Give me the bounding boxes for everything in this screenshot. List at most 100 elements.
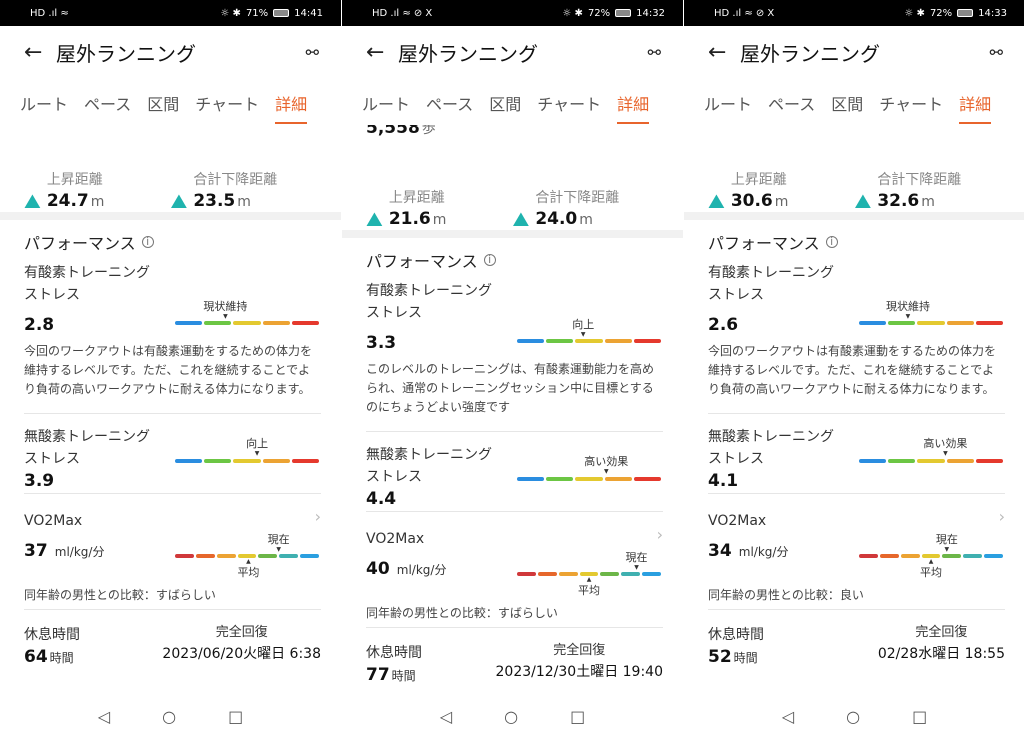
tab-1[interactable]: ペース: [426, 95, 474, 114]
battery-percent: 72%: [929, 7, 953, 19]
nav-recent-icon[interactable]: □: [912, 707, 928, 726]
system-nav-bar: ◁ ○ □: [0, 708, 341, 726]
chevron-right-icon[interactable]: ›: [998, 507, 1005, 526]
vo2max-metric[interactable]: VO2Max 34 ml/kg/分 › 現在 ▼ ▲ 平均 同年齢の男性との比較…: [708, 494, 1005, 610]
info-icon[interactable]: i: [483, 254, 496, 266]
share-icon[interactable]: ⚯: [989, 42, 1003, 62]
back-arrow-icon[interactable]: ←: [366, 39, 385, 65]
tab-0[interactable]: ルート: [362, 95, 411, 114]
tab-2[interactable]: 区間: [489, 95, 522, 114]
anaerobic-marker-icon: ▼: [603, 468, 609, 475]
tab-3[interactable]: チャート: [879, 95, 944, 114]
gauge-segment: [921, 554, 941, 558]
tab-3[interactable]: チャート: [195, 95, 260, 114]
vo2max-current-marker-icon: ▼: [276, 546, 281, 553]
recovery-unit: 時間: [49, 651, 74, 665]
aerobic-metric: 有酸素トレーニング ストレス 2.6 現状維持 ▼ 今回のワークアウトは有酸素運…: [708, 262, 1005, 414]
descent-value: 32.6: [877, 191, 920, 211]
gauge-segment: [859, 321, 887, 325]
back-arrow-icon[interactable]: ←: [708, 39, 727, 65]
section-divider: [342, 230, 683, 238]
descent-label: 合計下降距離: [193, 172, 278, 188]
vo2max-metric[interactable]: VO2Max 37 ml/kg/分 › 現在 ▼ ▲ 平均 同年齢の男性との比較…: [24, 494, 321, 610]
anaerobic-value: 4.4: [366, 489, 397, 509]
vo2max-average-marker-icon: ▲: [586, 576, 592, 583]
gauge-segment: [204, 459, 232, 463]
tab-2[interactable]: 区間: [831, 95, 864, 114]
phone-screen: HD .ıl ≈ ⊘ X ☼ ✱ 72% 14:32 ← 屋外ランニング ⚯ ル…: [342, 0, 683, 730]
tab-2[interactable]: 区間: [147, 95, 180, 114]
aerobic-metric: 有酸素トレーニング ストレス 2.8 現状維持 ▼ 今回のワークアウトは有酸素運…: [24, 262, 321, 414]
ascent-unit: m: [90, 194, 105, 210]
phone-screen: HD .ıl ≈ ⊘ X ☼ ✱ 72% 14:33 ← 屋外ランニング ⚯ ル…: [684, 0, 1024, 730]
vo2max-metric[interactable]: VO2Max 40 ml/kg/分 › 現在 ▼ ▲ 平均 同年齢の男性との比較…: [366, 512, 663, 628]
share-icon[interactable]: ⚯: [647, 42, 661, 62]
tab-4[interactable]: 詳細: [959, 94, 992, 124]
chevron-right-icon[interactable]: ›: [314, 507, 321, 526]
vo2max-current-label: 現在: [625, 551, 648, 564]
recovery-unit: 時間: [733, 651, 758, 665]
steps-unit: 歩: [421, 125, 436, 137]
gauge-segment: [859, 554, 878, 558]
gauge-segment: [195, 554, 215, 558]
gauge-segment: [946, 459, 974, 463]
anaerobic-metric: 無酸素トレーニング ストレス 4.4 高い効果 ▼: [366, 432, 663, 512]
tab-3[interactable]: チャート: [537, 95, 602, 114]
descent-label: 合計下降距離: [877, 172, 962, 188]
nav-back-icon[interactable]: ◁: [781, 707, 795, 726]
back-arrow-icon[interactable]: ←: [24, 39, 43, 65]
ascent-label: 上昇距離: [46, 172, 103, 188]
anaerobic-label-2: ストレス: [24, 451, 80, 467]
nav-home-icon[interactable]: ○: [846, 707, 861, 726]
performance-title: パフォーマンス: [24, 234, 136, 253]
gauge-segment: [942, 554, 962, 558]
descent-icon: ⛰: [170, 189, 188, 213]
nav-back-icon[interactable]: ◁: [97, 707, 111, 726]
share-icon[interactable]: ⚯: [305, 42, 319, 62]
page-title: 屋外ランニング: [56, 41, 196, 66]
section-divider: [0, 212, 341, 220]
tab-0[interactable]: ルート: [20, 95, 69, 114]
aerobic-label-2: ストレス: [708, 287, 764, 303]
gauge-segment: [262, 459, 290, 463]
anaerobic-label-2: ストレス: [708, 451, 764, 467]
gauge-segment: [917, 321, 945, 325]
ascent-icon: ⛰: [24, 189, 41, 213]
nav-recent-icon[interactable]: □: [228, 707, 244, 726]
status-icons: ☼ ✱: [220, 7, 241, 19]
chevron-right-icon[interactable]: ›: [656, 525, 663, 544]
vo2max-unit: ml/kg/分: [396, 563, 447, 577]
nav-home-icon[interactable]: ○: [162, 707, 177, 726]
battery-percent: 71%: [245, 7, 269, 19]
recovery-label: 休息時間: [24, 627, 80, 643]
aerobic-description: 今回のワークアウトは有酸素運動をするための体力を維持するレベルです。ただ、これを…: [708, 344, 997, 396]
nav-recent-icon[interactable]: □: [570, 707, 586, 726]
vo2max-current-marker-icon: ▼: [634, 564, 639, 571]
tab-0[interactable]: ルート: [704, 95, 753, 114]
recovery-value: 77: [366, 665, 390, 685]
gauge-segment: [984, 554, 1004, 558]
vo2max-current-label: 現在: [935, 533, 958, 546]
vo2max-unit: ml/kg/分: [738, 545, 789, 559]
tab-4[interactable]: 詳細: [617, 94, 650, 124]
full-recovery-date: 2023/12/30土曜日 19:40: [495, 664, 664, 680]
app-header: ← 屋外ランニング ⚯: [684, 26, 1024, 78]
info-icon[interactable]: i: [141, 236, 154, 248]
ascent-unit: m: [432, 212, 447, 228]
tab-1[interactable]: ペース: [768, 95, 816, 114]
gauge-segment: [233, 459, 261, 463]
aerobic-marker-label: 現状維持: [203, 300, 248, 313]
tab-1[interactable]: ペース: [84, 95, 132, 114]
full-recovery-label: 完全回復: [215, 625, 268, 640]
info-icon[interactable]: i: [825, 236, 838, 248]
vo2max-average-label: 平均: [237, 566, 260, 579]
anaerobic-marker-icon: ▼: [254, 450, 260, 457]
tab-4[interactable]: 詳細: [275, 94, 308, 124]
gauge-segment: [621, 572, 641, 576]
aerobic-marker-icon: ▼: [580, 331, 586, 338]
tab-bar: ルート ペース 区間 チャート 詳細: [342, 78, 683, 125]
nav-back-icon[interactable]: ◁: [439, 707, 453, 726]
aerobic-marker-label: 向上: [572, 318, 595, 331]
nav-home-icon[interactable]: ○: [504, 707, 519, 726]
aerobic-label: 有酸素トレーニング: [24, 265, 150, 281]
